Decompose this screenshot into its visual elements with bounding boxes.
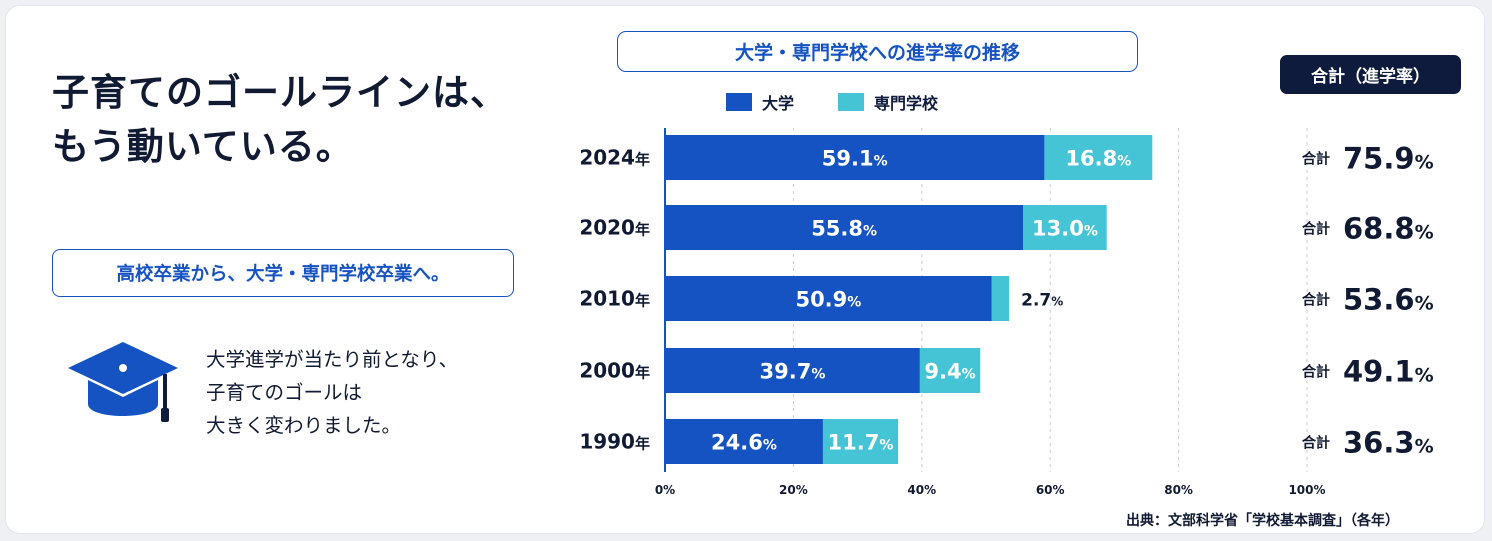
bar-vocational-2020 (1023, 205, 1107, 250)
bar-vocational-2000 (919, 348, 981, 393)
year-label-2000: 2000年 (579, 359, 650, 383)
chart-title: 大学・専門学校への進学率の推移 (734, 42, 1020, 64)
legend-label-vocational: 専門学校 (874, 94, 939, 113)
total-value-2020: 68.8% (1343, 212, 1434, 246)
headline: 子育てのゴールラインは、 もう動いている。 (52, 66, 508, 174)
total-label-1990: 合計 (1302, 435, 1330, 452)
bar-university-2024 (665, 135, 1045, 180)
x-tick-label: 20% (779, 483, 808, 497)
x-tick-label: 0% (655, 483, 675, 497)
x-tick-label: 100% (1288, 483, 1325, 497)
bar-university-1990 (665, 419, 823, 464)
data-label-vocational-2020: 13.0% (1032, 217, 1098, 241)
legend-item-university: 大学 (726, 90, 794, 114)
data-label-vocational-2024: 16.8% (1065, 147, 1131, 171)
data-label-vocational-1990: 11.7% (828, 431, 894, 455)
description: 大学進学が当たり前となり、 子育てのゴールは 大きく変わりました。 (206, 343, 458, 442)
total-header: 合計（進学率） (1280, 55, 1461, 94)
total-label-2020: 合計 (1302, 221, 1330, 238)
description-line-3: 大きく変わりました。 (206, 414, 402, 437)
x-tick-label: 80% (1164, 483, 1193, 497)
headline-line-2: もう動いている。 (52, 125, 354, 168)
bar-university-2010 (665, 276, 992, 321)
year-label-2020: 2020年 (579, 216, 650, 240)
data-label-university-1990: 24.6% (711, 431, 777, 455)
data-label-university-2010: 50.9% (795, 288, 861, 312)
bar-university-2000 (665, 348, 920, 393)
data-label-vocational-2000: 9.4% (924, 360, 975, 384)
legend-swatch-university (726, 93, 752, 111)
bar-vocational-2010 (991, 276, 1010, 321)
bar-university-2020 (665, 205, 1024, 250)
x-tick-label: 60% (1036, 483, 1065, 497)
graduation-cap-icon (68, 342, 178, 422)
subheading-text: 高校卒業から、大学・専門学校卒業へ。 (116, 264, 450, 285)
chart-title-box: 大学・専門学校への進学率の推移 (617, 31, 1138, 72)
total-label-2024: 合計 (1302, 151, 1330, 168)
total-value-2000: 49.1% (1343, 355, 1434, 389)
total-label-2010: 合計 (1302, 292, 1330, 309)
data-label-university-2000: 39.7% (760, 360, 826, 384)
bar-vocational-2024 (1044, 135, 1153, 180)
total-value-2024: 75.9% (1343, 142, 1434, 176)
year-label-2010: 2010年 (579, 287, 650, 311)
headline-line-1: 子育てのゴールラインは、 (52, 71, 508, 114)
legend-label-university: 大学 (762, 94, 795, 113)
bar-vocational-1990 (822, 419, 899, 464)
total-value-1990: 36.3% (1343, 426, 1434, 460)
legend: 大学 専門学校 (726, 90, 982, 114)
year-label-2024: 2024年 (579, 146, 650, 170)
x-tick-label: 40% (907, 483, 936, 497)
total-header-label: 合計（進学率） (1311, 67, 1430, 87)
data-label-university-2020: 55.8% (811, 217, 877, 241)
source-note: 出典：文部科学省「学校基本調査」（各年） (1126, 513, 1399, 529)
total-value-2010: 53.6% (1343, 283, 1434, 317)
subheading-box: 高校卒業から、大学・専門学校卒業へ。 (52, 249, 514, 297)
description-line-1: 大学進学が当たり前となり、 (206, 348, 459, 371)
year-label-1990: 1990年 (579, 430, 650, 454)
data-label-university-2024: 59.1% (822, 147, 888, 171)
legend-item-vocational: 専門学校 (838, 90, 938, 114)
total-label-2000: 合計 (1302, 364, 1330, 381)
data-label-vocational-2010: 2.7% (1021, 291, 1063, 311)
description-line-2: 子育てのゴールは (206, 381, 363, 404)
legend-swatch-vocational (838, 93, 865, 111)
